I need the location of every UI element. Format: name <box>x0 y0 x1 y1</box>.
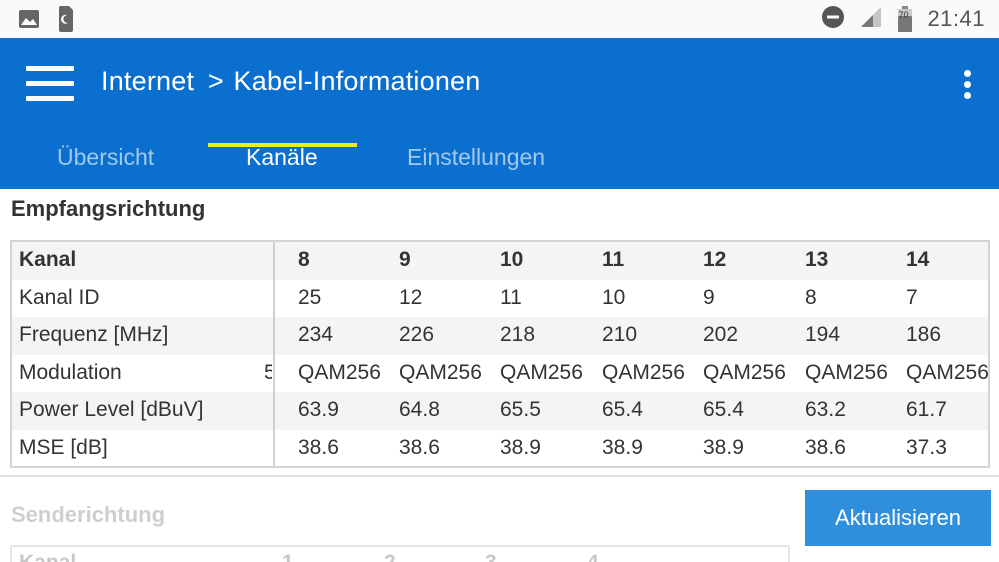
page-title: Kabel-Informationen <box>233 66 481 96</box>
table-cell: QAM256 <box>298 360 381 384</box>
table-cell: QAM256 <box>399 360 482 384</box>
more-options-icon[interactable] <box>958 68 978 102</box>
breadcrumb-root[interactable]: Internet <box>101 66 195 96</box>
clock: 21:41 <box>927 6 985 31</box>
downstream-table[interactable]: Kanal 8 9 10 11 12 13 14 Kanal ID 25 12 … <box>10 240 990 468</box>
sim-moon-icon <box>58 6 74 37</box>
table-cell: 65.5 <box>500 398 541 421</box>
status-bar: 70 21:41 <box>0 0 999 38</box>
section-divider <box>0 475 999 477</box>
tab-einstellungen[interactable]: Einstellungen <box>407 144 546 170</box>
column-header: 14 <box>906 248 930 271</box>
battery-icon: 70 <box>897 6 913 32</box>
active-tab-indicator <box>208 143 357 147</box>
table-cell: 226 <box>399 323 435 346</box>
refresh-button[interactable]: Aktualisieren <box>805 490 991 546</box>
signal-icon <box>859 5 883 34</box>
table-cell: QAM256 <box>805 360 888 384</box>
table-cell: QAM256 <box>906 360 989 384</box>
table-row: MSE [dB] 38.6 38.6 38.9 38.9 38.9 38.6 3… <box>12 430 988 467</box>
table-cell: 63.9 <box>298 398 339 421</box>
table-row: Power Level [dBuV] 63.9 64.8 65.5 65.4 6… <box>12 392 988 430</box>
table-cell: 38.6 <box>399 435 440 459</box>
table-cell: 11 <box>500 285 522 309</box>
app-bar: Internet > Kabel-Informationen Übersicht… <box>0 38 999 189</box>
table-cell: QAM256 <box>500 360 583 384</box>
table-cell: 210 <box>602 323 638 346</box>
table-cell: 8 <box>805 285 817 309</box>
table-cell: 63.2 <box>805 398 846 421</box>
scrolled-cell-fragment: 5 <box>264 361 272 385</box>
column-header: 12 <box>703 248 727 271</box>
table-cell: 38.9 <box>703 435 744 459</box>
tab-kanaele[interactable]: Kanäle <box>246 144 318 170</box>
table-cell: QAM256 <box>703 360 786 384</box>
upstream-table[interactable]: Kanal 1 2 3 4 <box>10 545 790 562</box>
column-header: 3 <box>485 551 497 562</box>
row-label: Modulation <box>19 360 122 384</box>
table-cell: 38.6 <box>298 435 339 459</box>
table-cell: 202 <box>703 323 739 346</box>
upstream-title: Senderichtung <box>11 502 166 527</box>
column-header: 1 <box>282 551 294 562</box>
frozen-column-divider <box>273 242 275 466</box>
table-row: Modulation 5 QAM256 QAM256 QAM256 QAM256… <box>12 355 988 393</box>
table-cell: 7 <box>906 285 918 309</box>
breadcrumb: Internet > Kabel-Informationen <box>101 66 481 97</box>
tab-bar: Übersicht Kanäle Einstellungen <box>0 138 999 189</box>
table-cell: 186 <box>906 323 942 346</box>
row-label: Frequenz [MHz] <box>19 323 169 346</box>
column-header: 10 <box>500 248 524 271</box>
table-cell: 65.4 <box>703 398 744 421</box>
table-cell: QAM256 <box>602 360 685 384</box>
table-cell: 61.7 <box>906 398 947 421</box>
breadcrumb-separator: > <box>207 66 224 96</box>
image-icon <box>18 8 40 35</box>
table-cell: 25 <box>298 285 322 309</box>
table-cell: 194 <box>805 323 841 346</box>
table-cell: 37.3 <box>906 435 947 459</box>
column-header: 9 <box>399 248 411 271</box>
table-cell: 64.8 <box>399 398 440 421</box>
table-cell: 65.4 <box>602 398 643 421</box>
table-cell: 12 <box>399 285 423 309</box>
row-label: Power Level [dBuV] <box>19 398 204 421</box>
column-header: 4 <box>587 551 599 562</box>
table-row: Frequenz [MHz] 234 226 218 210 202 194 1… <box>12 317 988 355</box>
table-row: Kanal ID 25 12 11 10 9 8 7 <box>12 280 988 318</box>
column-header: 13 <box>805 248 829 271</box>
do-not-disturb-icon <box>821 5 845 34</box>
hamburger-menu-icon[interactable] <box>26 66 74 102</box>
battery-level: 70 <box>898 10 909 20</box>
table-cell: 38.9 <box>602 435 643 459</box>
row-label: MSE [dB] <box>19 435 108 459</box>
column-header: 2 <box>384 551 396 562</box>
column-header: 8 <box>298 248 310 271</box>
header-label: Kanal <box>19 248 77 271</box>
table-cell: 9 <box>703 285 715 309</box>
table-header-row: Kanal 8 9 10 11 12 13 14 <box>12 242 988 280</box>
table-cell: 234 <box>298 323 334 346</box>
table-cell: 218 <box>500 323 536 346</box>
table-cell: 38.6 <box>805 435 846 459</box>
tab-uebersicht[interactable]: Übersicht <box>57 144 155 170</box>
table-cell: 10 <box>602 285 626 309</box>
row-label: Kanal ID <box>19 285 100 309</box>
downstream-title: Empfangsrichtung <box>11 196 206 221</box>
column-header: 11 <box>602 248 625 271</box>
table-cell: 38.9 <box>500 435 541 459</box>
header-label: Kanal <box>19 551 76 562</box>
